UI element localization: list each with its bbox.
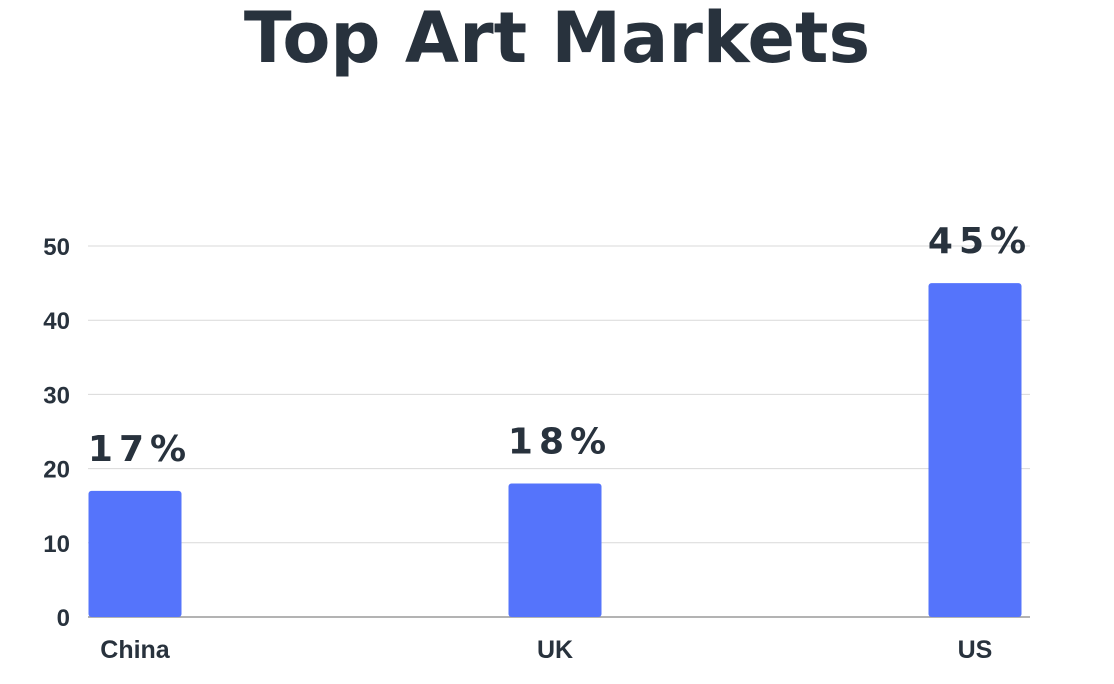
data-label-uk: 18% <box>508 421 612 462</box>
x-tick-label-china: China <box>100 636 171 664</box>
bars <box>88 283 1022 617</box>
chart-title: Top Art Markets <box>243 0 871 79</box>
y-axis-ticks: 0 10 20 30 40 50 <box>43 234 70 632</box>
y-tick-label: 20 <box>43 457 70 484</box>
y-tick-label: 10 <box>43 531 70 558</box>
x-tick-label-uk: UK <box>537 636 573 664</box>
x-tick-label-us: US <box>958 636 993 664</box>
y-tick-label: 40 <box>43 308 70 335</box>
data-label-china: 17% <box>88 429 192 470</box>
bar-china <box>88 490 182 617</box>
y-tick-label: 30 <box>43 382 70 409</box>
data-labels: 17% 18% 45% <box>88 221 1032 470</box>
bar-uk <box>508 483 602 617</box>
y-tick-label: 0 <box>57 605 70 632</box>
y-tick-label: 50 <box>43 234 70 261</box>
data-label-us: 45% <box>928 221 1032 262</box>
x-axis-ticks: China UK US <box>100 636 992 664</box>
bar-us <box>928 283 1022 617</box>
